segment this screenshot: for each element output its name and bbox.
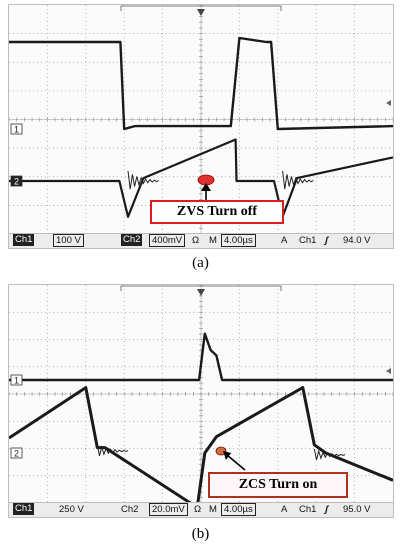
ringing-oscillation — [282, 170, 314, 190]
acq-indicator: A — [281, 504, 288, 515]
waveform-ch2 — [9, 138, 393, 218]
ringing-oscillation — [96, 444, 129, 457]
ch2-label: Ch2 — [121, 234, 143, 246]
caption-a: (a) — [192, 255, 209, 271]
trigger-position-icon — [197, 9, 205, 16]
graticule — [9, 285, 393, 503]
channel-marker-box — [10, 175, 23, 187]
ringing-oscillation — [127, 170, 160, 190]
callout-arrow-line — [226, 454, 246, 471]
ch2-unit-glyph: Ω — [192, 235, 200, 246]
mode-indicator: M — [209, 504, 217, 515]
trigger-slope-icon: ʃ — [325, 235, 329, 246]
ch2-label: Ch2 — [121, 504, 139, 515]
ringing-oscillation — [313, 448, 346, 461]
status-bar-b: Ch1 250 V Ch2 20.0mV Ω M 4.00µs A Ch1 ʃ … — [9, 502, 393, 517]
trigger-position-bracket — [120, 285, 282, 291]
trigger-level: 94.0 V — [343, 235, 371, 246]
callout-arrow-head — [223, 451, 231, 460]
scope-screen-b: 12 — [9, 285, 393, 503]
trigger-position-icon — [197, 289, 205, 296]
ch2-unit-glyph: Ω — [194, 504, 202, 515]
ch1-scale: 100 V — [53, 234, 84, 247]
acq-indicator: A — [281, 235, 288, 246]
trigger-source: Ch1 — [299, 504, 317, 515]
annotation-zcs: ZCS Turn on — [208, 472, 348, 498]
status-bar-a: Ch1 100 V Ch2 400mV Ω M 4.00µs A Ch1 ʃ 9… — [9, 233, 393, 248]
channel-marker-box — [10, 123, 23, 135]
trigger-level: 95.0 V — [343, 504, 371, 515]
transition-marker-dot — [215, 446, 227, 456]
trigger-level-icon — [386, 100, 391, 106]
channel-marker-2: 2 — [10, 447, 23, 459]
channel-marker-1: 1 — [10, 374, 23, 386]
trigger-level-icon — [386, 368, 391, 374]
channel-marker-1: 1 — [10, 123, 23, 135]
channel-marker-label: 1 — [14, 376, 19, 386]
caption-b: (b) — [191, 526, 210, 542]
channel-marker-2: 2 — [10, 175, 23, 187]
channel-marker-box — [10, 374, 23, 386]
trigger-source: Ch1 — [299, 235, 317, 246]
waveform-ch1 — [9, 36, 393, 131]
channel-marker-label: 2 — [14, 449, 19, 459]
channel-marker-label: 2 — [14, 177, 19, 187]
mode-indicator: M — [209, 235, 217, 246]
channel-marker-label: 1 — [14, 125, 19, 135]
graticule — [9, 5, 393, 234]
channel-marker-box — [10, 447, 23, 459]
ch1-label: Ch1 — [13, 503, 35, 515]
trigger-position-bracket — [120, 5, 282, 11]
timebase: 4.00µs — [221, 503, 256, 516]
ch2-scale: 20.0mV — [149, 503, 188, 516]
callout-arrow-head — [201, 183, 211, 191]
trigger-slope-icon: ʃ — [325, 504, 329, 515]
scope-screen-a: 12 — [9, 5, 393, 234]
waveform-ch1 — [9, 332, 393, 382]
annotation-zvs: ZVS Turn off — [150, 200, 284, 224]
waveform-ch2 — [9, 386, 393, 503]
ch2-scale: 400mV — [149, 234, 186, 247]
ch1-label: Ch1 — [13, 234, 35, 246]
timebase: 4.00µs — [221, 234, 256, 247]
ch1-scale: 250 V — [59, 504, 84, 515]
